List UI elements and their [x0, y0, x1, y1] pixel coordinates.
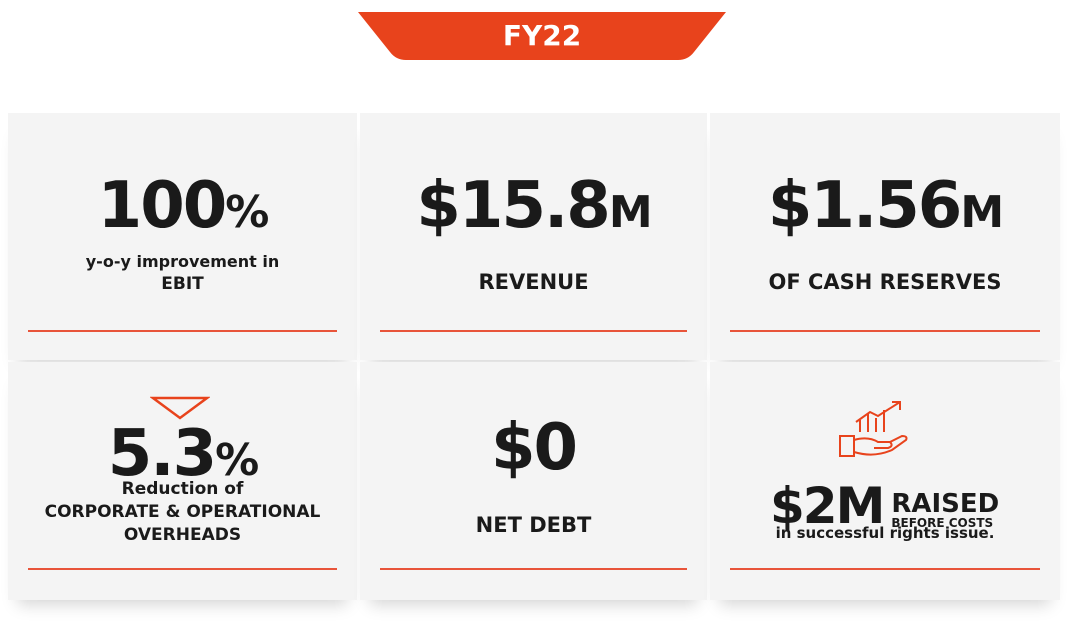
metric-side: RAISED BEFORE COSTS: [891, 491, 999, 529]
tile-text: OVERHEADS: [123, 525, 242, 545]
icon-part: [839, 401, 908, 457]
metric: $1.56M: [710, 170, 1060, 249]
tile-rule: [730, 330, 1040, 332]
metric-value: $2M: [770, 477, 885, 535]
tile-rule: [28, 330, 337, 332]
icon-part: [150, 396, 210, 420]
banner-fill: [358, 12, 726, 60]
tile: [710, 362, 1060, 600]
icon-part: [855, 401, 901, 423]
tile-text: in successful rights issue.: [775, 524, 995, 542]
icon-part: [859, 410, 885, 432]
banner-title: FY22: [502, 19, 582, 52]
down-triangle-icon: [150, 396, 210, 420]
metric: $15.8M: [360, 170, 707, 249]
tile-text: Reduction of: [121, 479, 244, 499]
metric: $0: [360, 412, 707, 484]
tile-rule: [28, 568, 337, 570]
metric-value: 5.3: [107, 417, 217, 491]
metric-value: $1.56: [767, 169, 962, 243]
side-sub: BEFORE COSTS: [891, 515, 994, 530]
tile-text: EBIT: [161, 274, 204, 294]
growth-icon: [839, 401, 908, 457]
tile-rule: [380, 330, 687, 332]
tile-text: OF CASH RESERVES: [768, 270, 1002, 294]
metric: 5.3%: [8, 418, 357, 497]
tile-rule: [730, 568, 1040, 570]
metric-value: 100: [97, 169, 228, 243]
tile: [360, 113, 707, 360]
metric-unit: %: [225, 187, 269, 238]
metric: 100%: [8, 170, 357, 249]
tile-text: y-o-y improvement in: [85, 252, 280, 271]
tile: [360, 362, 707, 600]
tile: [710, 113, 1060, 360]
metric: $2M RAISED BEFORE COSTS: [770, 470, 1060, 542]
icon-part: [853, 434, 908, 456]
metric-unit: %: [215, 435, 259, 486]
tile: [8, 113, 357, 360]
tile: [8, 362, 357, 600]
metric-value: $15.8: [416, 169, 610, 243]
metric-unit: M: [960, 187, 1004, 238]
tile-text: CORPORATE & OPERATIONAL: [44, 502, 321, 522]
icon-part: [839, 435, 855, 457]
tile-text: NET DEBT: [475, 513, 592, 537]
tile-text: REVENUE: [478, 270, 589, 294]
metric-value: $0: [490, 411, 578, 485]
side-main: RAISED: [891, 488, 1000, 519]
tile-rule: [380, 568, 687, 570]
banner-shape: [358, 12, 726, 60]
metric-unit: M: [608, 187, 653, 238]
